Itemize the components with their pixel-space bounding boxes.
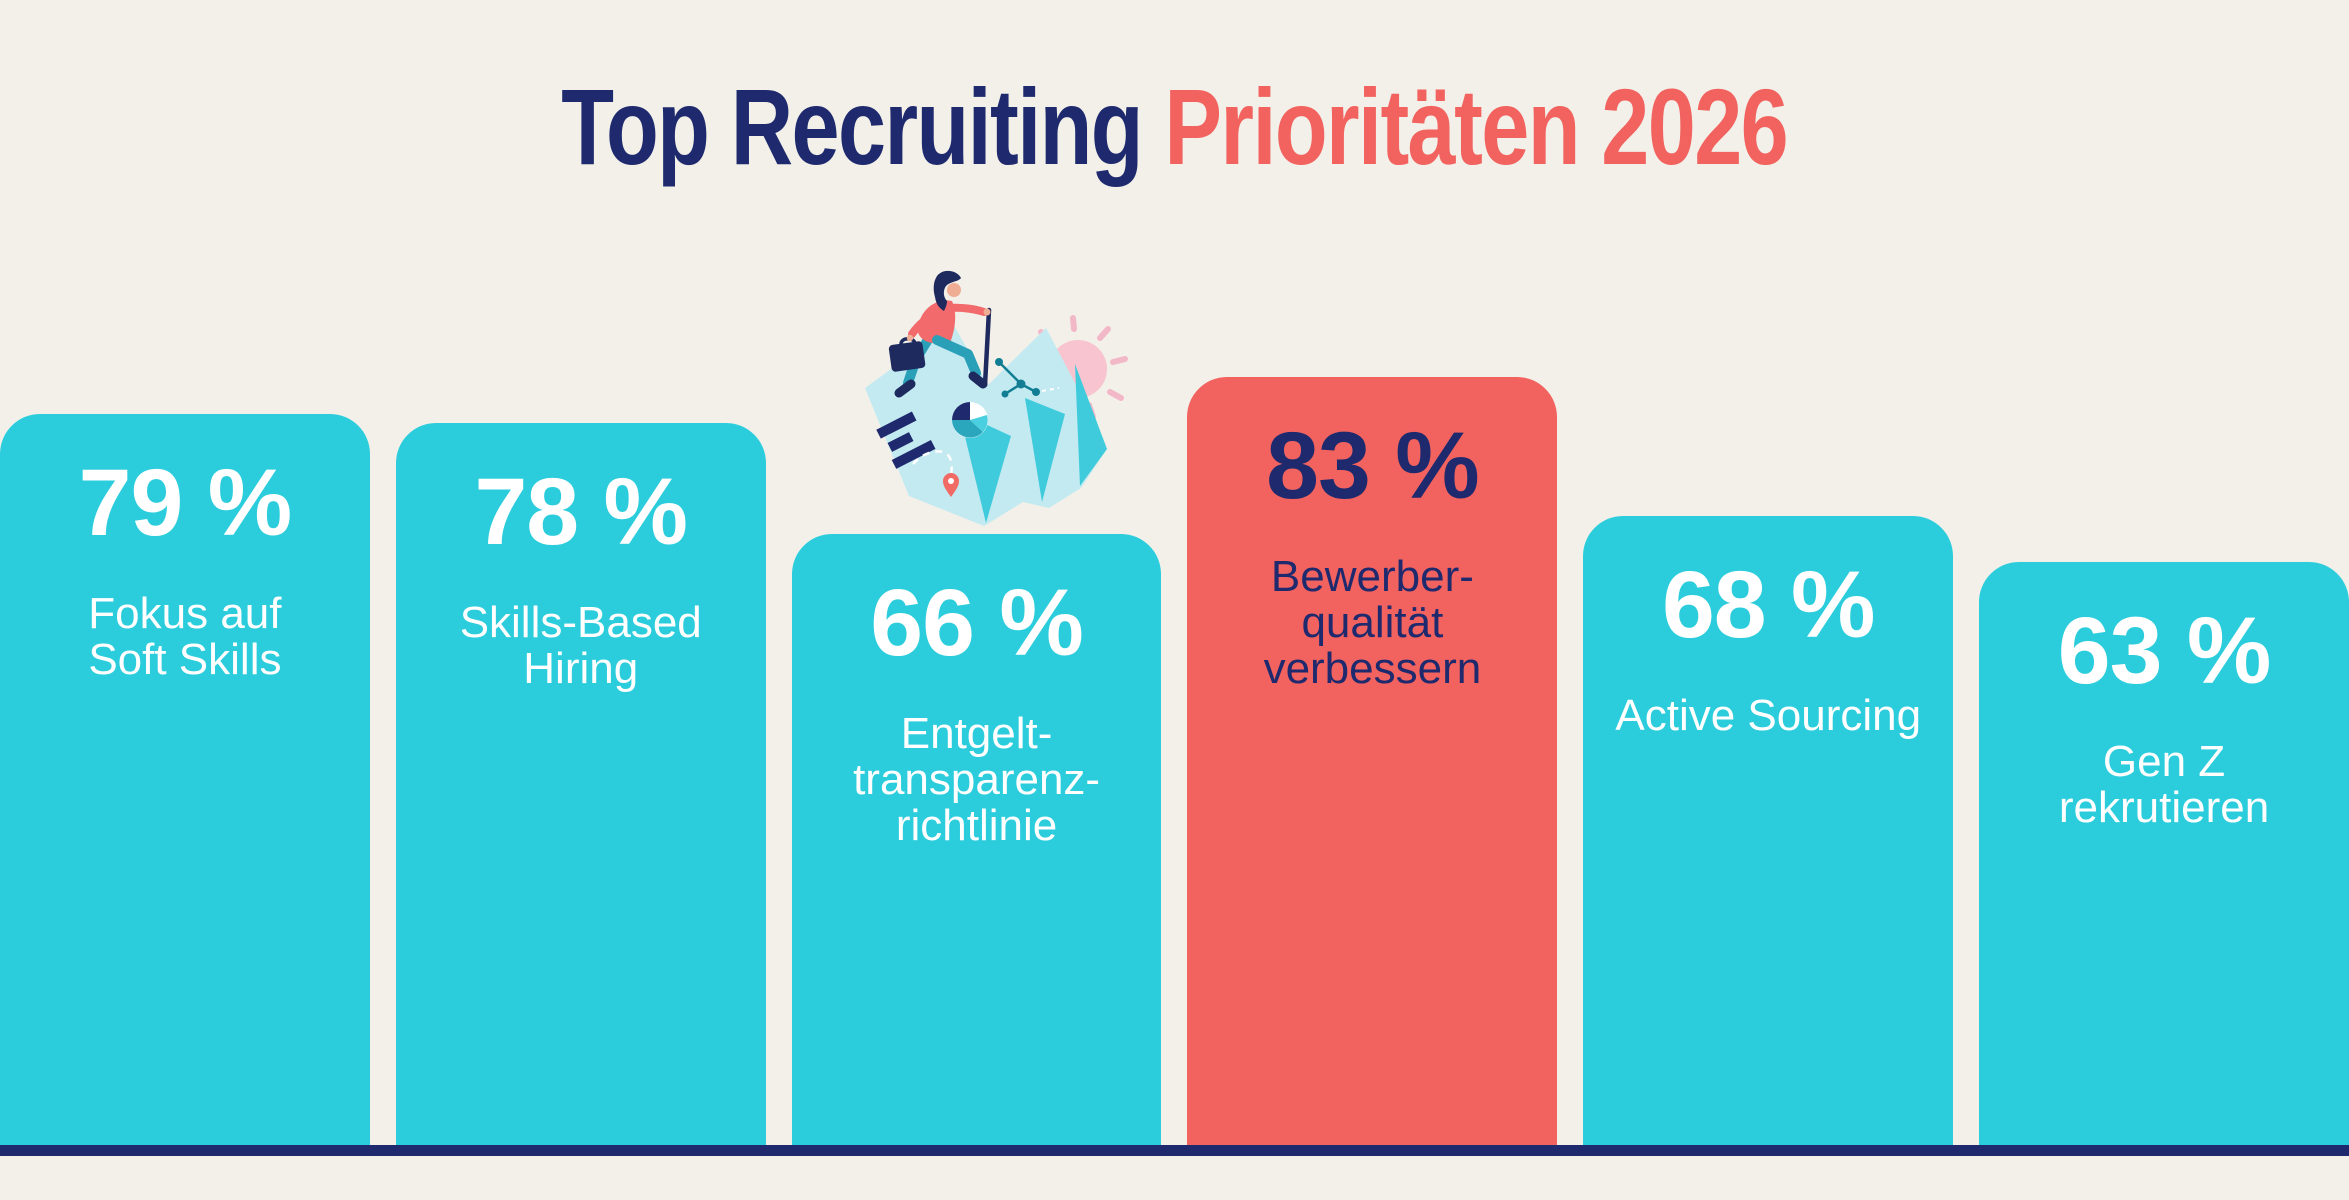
infographic-header: Top Recruiting Prioritäten 2026 [0, 66, 2349, 187]
folded-map-icon [865, 324, 1107, 526]
bar-label: Skills-Based Hiring [459, 598, 702, 693]
bar-chart: 79 % Fokus auf Soft Skills 78 % Skills-B… [0, 377, 2349, 1145]
hiker-figure [888, 270, 992, 398]
bar-entgelttransparenzrichtlinie: 66 % Entgelt- transparenz- richtlinie [791, 534, 1162, 1145]
bar-value: 83 % [1266, 413, 1480, 519]
route-path-dashed [912, 450, 953, 479]
bar-label: Entgelt- transparenz- richtlinie [853, 709, 1101, 850]
title-accent: Prioritäten 2026 [1164, 66, 1789, 187]
trekking-pole-icon [982, 307, 992, 388]
hair [933, 270, 961, 311]
bar-skills-based-hiring: 78 % Skills-Based Hiring [395, 423, 766, 1145]
bar-label: Active Sourcing [1615, 691, 1922, 740]
front-shoe [968, 371, 988, 389]
bar-value: 63 % [2057, 598, 2272, 704]
bar-gen-z-rekrutieren: 63 % Gen Z rekrutieren [1979, 562, 2349, 1145]
bar-label: Gen Z rekrutieren [2058, 737, 2270, 832]
front-hand [983, 308, 991, 316]
bar-value: 79 % [78, 450, 293, 556]
briefcase-icon [888, 337, 926, 372]
bar-value: 78 % [474, 459, 688, 565]
map-fold-shadow [1075, 364, 1107, 486]
title-primary: Top Recruiting [561, 66, 1144, 187]
bar-value: 68 % [1661, 552, 1876, 658]
bar-fokus-auf-soft-skills: 79 % Fokus auf Soft Skills [0, 414, 370, 1145]
page-title: Top Recruiting Prioritäten 2026 [561, 66, 1789, 187]
pie-chart-icon [952, 402, 988, 438]
head [947, 283, 961, 297]
map-fold-shadow [1025, 398, 1065, 502]
baseline-rule [0, 1145, 2349, 1156]
bar-bewerberqualitaet-verbessern: 83 % Bewerber- qualität verbessern [1187, 377, 1558, 1145]
front-arm [945, 303, 988, 316]
back-hand [906, 334, 914, 342]
bar-chart-marks [876, 411, 936, 469]
bar-label: Fokus auf Soft Skills [88, 589, 282, 684]
bar-active-sourcing: 68 % Active Sourcing [1583, 516, 1954, 1145]
location-pin-icon [943, 473, 959, 497]
hiker-on-map-illustration [865, 270, 1128, 526]
front-leg [932, 335, 981, 378]
bar-label: Bewerber- qualität verbessern [1263, 552, 1482, 693]
torso [917, 300, 956, 343]
back-shoe [894, 379, 916, 398]
bar-value: 66 % [870, 570, 1084, 676]
map-fold-shadow [959, 412, 1011, 523]
network-graph-icon [995, 358, 1060, 398]
